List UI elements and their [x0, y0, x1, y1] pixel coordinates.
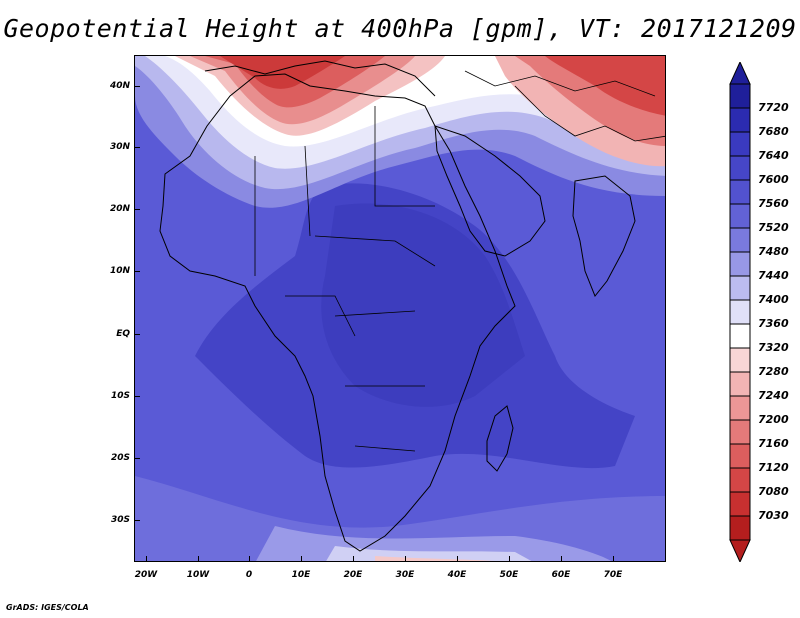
colorbar-level-label: 7560	[758, 197, 789, 210]
lon-tick	[249, 556, 250, 562]
colorbar-segment	[729, 275, 751, 301]
lat-tick	[134, 458, 140, 459]
colorbar-segment	[729, 203, 751, 229]
lat-tick	[134, 396, 140, 397]
colorbar-segment	[729, 323, 751, 349]
colorbar-level-label: 7720	[758, 101, 789, 114]
colorbar-segment	[729, 395, 751, 421]
height-field-svg	[135, 56, 665, 561]
lon-label-20e: 20E	[343, 570, 363, 580]
colorbar-level-label: 7200	[758, 413, 789, 426]
asia-borders	[464, 70, 665, 142]
field-band-7080-west	[220, 56, 345, 89]
lon-tick	[561, 556, 562, 562]
country-borders	[254, 106, 436, 452]
colorbar-segment	[729, 515, 751, 541]
lat-label-eq: EQ	[116, 329, 130, 339]
lat-label-30s: 30S	[110, 515, 130, 525]
lon-label-40e: 40E	[447, 570, 467, 580]
colorbar-segment	[729, 371, 751, 397]
lon-label-10e: 10E	[291, 570, 311, 580]
colorbar-level-label: 7640	[758, 149, 789, 162]
colorbar-level-label: 7240	[758, 389, 789, 402]
lat-tick	[134, 334, 140, 335]
map-title: Geopotential Height at 400hPa [gpm], VT:…	[3, 14, 797, 43]
colorbar-level-label: 7360	[758, 317, 789, 330]
india-coastline	[572, 175, 636, 297]
lat-tick	[134, 271, 140, 272]
lat-label-30n: 30N	[109, 142, 130, 152]
colorbar-segment	[729, 179, 751, 205]
colorbar-level-label: 7030	[758, 509, 789, 522]
colorbar-level-label: 7080	[758, 485, 789, 498]
colorbar-segment	[729, 443, 751, 469]
lon-label-70e: 70E	[603, 570, 623, 580]
lon-label-30e: 30E	[395, 570, 415, 580]
field-band-7680	[321, 203, 525, 407]
lon-tick	[353, 556, 354, 562]
colorbar-bottom-arrow	[729, 539, 751, 562]
lon-tick	[198, 556, 199, 562]
colorbar-top-arrow	[729, 62, 751, 85]
colorbar-segment	[729, 491, 751, 517]
lon-label-10w: 10W	[186, 570, 210, 580]
madagascar-coastline	[486, 405, 514, 472]
lat-label-10n: 10N	[109, 266, 130, 276]
colorbar-level-label: 7160	[758, 437, 789, 450]
lat-label-40n: 40N	[109, 81, 130, 91]
arabia-coastline	[434, 125, 546, 257]
colorbar-segment	[729, 251, 751, 277]
colorbar-level-label: 7120	[758, 461, 789, 474]
lon-tick	[613, 556, 614, 562]
grads-credit: GrADS: IGES/COLA	[6, 603, 89, 612]
colorbar-level-label: 7280	[758, 365, 789, 378]
lat-tick	[134, 86, 140, 87]
lon-label-0: 0	[245, 570, 253, 580]
colorbar-segment	[729, 83, 751, 109]
colorbar-svg	[729, 62, 751, 562]
colorbar-level-label: 7520	[758, 221, 789, 234]
lat-label-20n: 20N	[109, 204, 130, 214]
africa-coastline	[159, 73, 516, 552]
lat-tick	[134, 147, 140, 148]
colorbar-segment	[729, 419, 751, 445]
colorbar-segment	[729, 131, 751, 157]
lat-label-10s: 10S	[110, 391, 130, 401]
colorbar-segment	[729, 467, 751, 493]
lat-tick	[134, 520, 140, 521]
colorbar-segments	[729, 83, 751, 541]
lat-label-20s: 20S	[110, 453, 130, 463]
colorbar-segment	[729, 155, 751, 181]
mediterranean-coastline	[204, 60, 436, 97]
colorbar-level-label: 7680	[758, 125, 789, 138]
lon-label-50e: 50E	[499, 570, 519, 580]
geopotential-height-map	[134, 55, 666, 562]
lon-tick	[509, 556, 510, 562]
lat-tick	[134, 209, 140, 210]
colorbar: 7720 7680 7640 7600 7560 7520 7480 7440 7400 7360…	[720, 62, 790, 562]
field-band-7080-east	[535, 56, 665, 116]
colorbar-level-label: 7480	[758, 245, 789, 258]
colorbar-level-label: 7400	[758, 293, 789, 306]
lon-tick	[146, 556, 147, 562]
colorbar-level-label: 7600	[758, 173, 789, 186]
colorbar-segment	[729, 299, 751, 325]
lon-label-60e: 60E	[551, 570, 571, 580]
lon-label-20w: 20W	[134, 570, 158, 580]
colorbar-segment	[729, 107, 751, 133]
colorbar-level-label: 7440	[758, 269, 789, 282]
lon-tick	[405, 556, 406, 562]
lon-tick	[457, 556, 458, 562]
colorbar-level-label: 7320	[758, 341, 789, 354]
colorbar-segment	[729, 347, 751, 373]
colorbar-segment	[729, 227, 751, 253]
lon-tick	[301, 556, 302, 562]
